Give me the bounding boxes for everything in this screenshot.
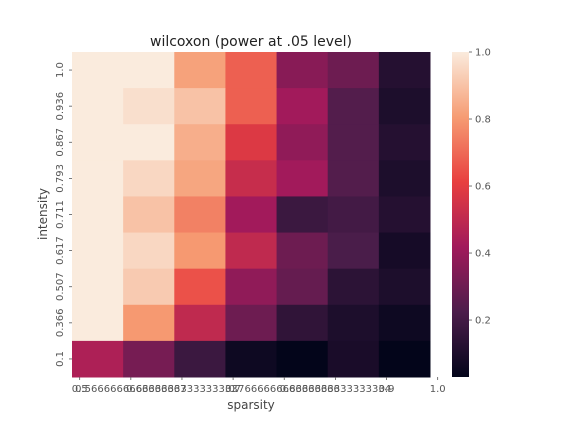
x-tick-label: 0.5666666666666667	[75, 384, 186, 395]
heatmap-cell	[225, 160, 278, 197]
y-tick-label: 0.1	[55, 351, 66, 367]
heatmap-cell	[225, 196, 278, 234]
heatmap-cell	[276, 88, 329, 125]
heatmap-cell	[225, 88, 278, 125]
heatmap-cell	[174, 160, 226, 197]
y-axis-label: intensity	[36, 188, 50, 240]
heatmap-cell	[174, 88, 226, 125]
heatmap-cell	[123, 124, 175, 161]
heatmap-cell	[72, 340, 124, 378]
heatmap-cell	[123, 160, 175, 197]
heatmap-cell	[72, 52, 124, 89]
heatmap-cell	[72, 232, 124, 270]
heatmap-cell	[378, 196, 431, 234]
colorbar: 0.2 0.4 0.6 0.8 1.0	[452, 48, 491, 377]
heatmap-cell	[225, 124, 278, 161]
colorbar-tick-label: 0.6	[475, 182, 491, 193]
x-tick-label: 1.0	[430, 384, 446, 395]
heatmap-cell	[225, 232, 278, 270]
colorbar-tick-label: 1.0	[475, 48, 491, 59]
x-axis-label: sparsity	[227, 398, 275, 412]
heatmap-cell	[378, 268, 431, 306]
colorbar-gradient	[452, 52, 469, 377]
heatmap-cell	[174, 52, 226, 89]
colorbar-tick-label: 0.4	[475, 249, 491, 260]
y-tick-label: 0.793	[55, 164, 66, 193]
heatmap-cell	[123, 196, 175, 234]
heatmap-cell	[378, 124, 431, 161]
heatmap-cell	[327, 196, 380, 234]
heatmap-cell	[378, 52, 431, 89]
y-tick-label: 0.867	[55, 128, 66, 157]
heatmap-cell	[327, 304, 380, 342]
heatmap-cell	[123, 232, 175, 270]
x-tick-label: 0.8333333333333334	[280, 384, 391, 395]
colorbar-ticks: 0.2 0.4 0.6 0.8 1.0	[469, 48, 491, 327]
y-tick-label: 0.366	[55, 309, 66, 338]
heatmap-cell	[72, 196, 124, 234]
heatmap-cell	[276, 160, 329, 197]
chart-title: wilcoxon (power at .05 level)	[150, 34, 352, 50]
heatmap-cell	[327, 340, 380, 378]
x-axis-ticks: 0.50.56666666666666670.63333333333333330…	[72, 377, 446, 395]
heatmap-cell	[327, 52, 380, 89]
heatmap-cell	[72, 304, 124, 342]
heatmap-cell	[276, 232, 329, 270]
x-tick-label: 0.9	[379, 384, 395, 395]
heatmap-cell	[327, 232, 380, 270]
y-tick-label: 1.0	[55, 62, 66, 78]
heatmap-cell	[276, 196, 329, 234]
heatmap-cell	[225, 340, 278, 378]
heatmap-cell	[174, 340, 226, 378]
heatmap-cell	[123, 88, 175, 125]
heatmap-cell	[72, 124, 124, 161]
heatmap-cell	[225, 52, 278, 89]
heatmap-cell	[72, 88, 124, 125]
heatmap-cell	[123, 52, 175, 89]
heatmap-cell	[123, 304, 175, 342]
heatmap-cell	[225, 304, 278, 342]
heatmap-cell	[378, 304, 431, 342]
heatmap-cell	[327, 88, 380, 125]
heatmap-cell	[276, 124, 329, 161]
y-axis-ticks: 1.0 0.936 0.867 0.793 0.711 0.617 0.507 0.366 0.…	[55, 62, 72, 367]
heatmap-cell	[174, 196, 226, 234]
heatmap-cell	[378, 232, 431, 270]
heatmap-cell	[174, 232, 226, 270]
heatmap-cell	[276, 52, 329, 89]
heatmap-cell	[378, 88, 431, 125]
heatmap-cell	[72, 268, 124, 306]
heatmap-cell	[378, 340, 431, 378]
y-tick-label: 0.711	[55, 200, 66, 229]
heatmap-cell	[327, 160, 380, 197]
x-tick-label: 0.5	[72, 384, 88, 395]
y-tick-label: 0.617	[55, 236, 66, 265]
heatmap-cell	[123, 268, 175, 306]
x-tick-label: 0.6333333333333333	[126, 384, 237, 395]
heatmap-cell	[225, 268, 278, 306]
heatmap-cells	[72, 52, 431, 378]
heatmap-cell	[174, 268, 226, 306]
colorbar-tick-label: 0.8	[475, 115, 491, 126]
heatmap-cell	[276, 268, 329, 306]
heatmap-cell	[276, 340, 329, 378]
x-tick-label: 0.7	[225, 384, 241, 395]
heatmap-cell	[174, 304, 226, 342]
heatmap-cell	[378, 160, 431, 197]
heatmap-cell	[327, 124, 380, 161]
heatmap-cell	[276, 304, 329, 342]
x-tick-label: 0.7666666666666666	[229, 384, 340, 395]
heatmap-cell	[72, 160, 124, 197]
heatmap-cell	[327, 268, 380, 306]
y-tick-label: 0.507	[55, 272, 66, 301]
y-tick-label: 0.936	[55, 92, 66, 121]
colorbar-tick-label: 0.2	[475, 316, 491, 327]
heatmap-cell	[174, 124, 226, 161]
heatmap-cell	[123, 340, 175, 378]
